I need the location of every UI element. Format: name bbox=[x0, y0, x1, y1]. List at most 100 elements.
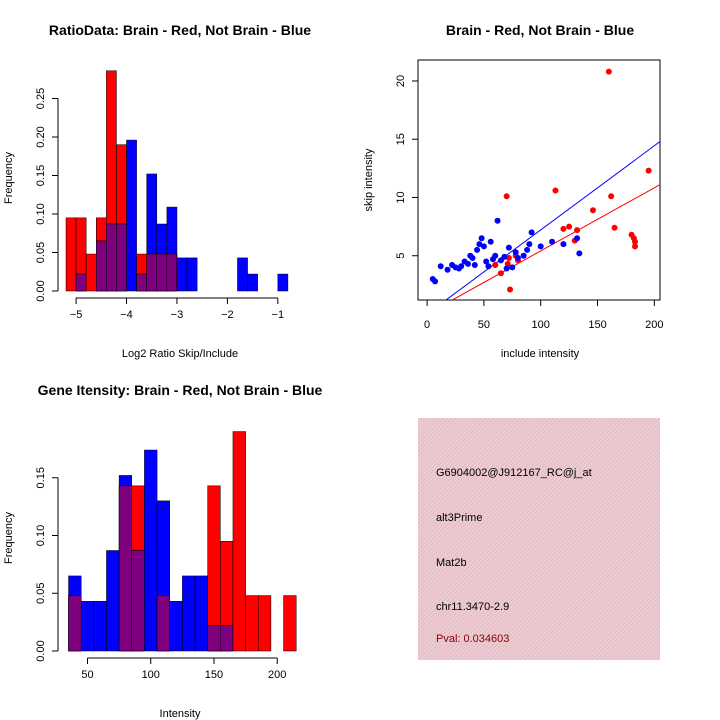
ratio-y-tick-label: 0.20 bbox=[35, 126, 47, 147]
gene-bar-not-brain bbox=[106, 550, 120, 652]
gene-bar-not-brain bbox=[144, 449, 158, 652]
scatter-point-not-brain bbox=[501, 253, 508, 260]
scatter-point-brain bbox=[611, 224, 618, 231]
gene-x-tick-label: 50 bbox=[81, 669, 93, 681]
gene-bar-overlap bbox=[131, 550, 145, 652]
scatter-point-not-brain bbox=[476, 241, 483, 248]
ratio-histogram: RatioData: Brain - Red, Not Brain - Blue… bbox=[3, 22, 311, 360]
scatter-point-not-brain bbox=[494, 217, 501, 224]
gene-bar-not-brain bbox=[93, 601, 107, 652]
gene-intensity-histogram: Gene Itensity: Brain - Red, Not Brain - … bbox=[3, 382, 323, 720]
ratio-histogram-title: RatioData: Brain - Red, Not Brain - Blue bbox=[49, 22, 311, 38]
gene-y-tick-label: 0.15 bbox=[35, 467, 47, 488]
gene-histogram-xlabel: Intensity bbox=[160, 708, 201, 720]
intensity-scatter: Brain - Red, Not Brain - Blue include in… bbox=[363, 22, 663, 360]
ratio-bar-overlap bbox=[146, 253, 158, 292]
scatter-point-not-brain bbox=[480, 243, 487, 250]
ratio-x-tick-label: −3 bbox=[171, 309, 184, 321]
event-type-text: alt3Prime bbox=[436, 512, 482, 524]
ratio-bar-overlap bbox=[96, 240, 107, 292]
scatter-point-not-brain bbox=[485, 263, 492, 270]
scatter-y-tick-label: 10 bbox=[395, 191, 407, 203]
probe-id-text: G6904002@J912167_RC@j_at bbox=[436, 467, 592, 479]
info-panel-background bbox=[418, 418, 660, 660]
scatter-point-not-brain bbox=[492, 252, 499, 259]
ratio-bar-not-brain bbox=[126, 139, 137, 292]
scatter-point-brain bbox=[507, 286, 514, 293]
ratio-x-tick-label: −5 bbox=[70, 309, 83, 321]
scatter-point-brain bbox=[632, 238, 639, 245]
ratio-bar-overlap bbox=[116, 223, 127, 292]
scatter-y-tick-label: 5 bbox=[395, 253, 407, 259]
scatter-point-not-brain bbox=[474, 246, 481, 253]
scatter-point-brain bbox=[566, 223, 573, 230]
scatter-point-not-brain bbox=[444, 266, 451, 273]
gene-x-tick-label: 100 bbox=[142, 669, 160, 681]
scatter-point-not-brain bbox=[469, 255, 476, 262]
ratio-y-tick-label: 0.15 bbox=[35, 165, 47, 186]
gene-bar-overlap bbox=[68, 595, 82, 652]
ratio-y-tick-label: 0.00 bbox=[35, 280, 47, 301]
ratio-bar-overlap bbox=[75, 273, 87, 292]
ratio-bar-overlap bbox=[136, 273, 147, 292]
scatter-point-not-brain bbox=[520, 252, 527, 259]
scatter-x-tick-label: 100 bbox=[532, 319, 550, 331]
scatter-point-not-brain bbox=[514, 255, 521, 262]
ratio-y-tick-label: 0.05 bbox=[35, 242, 47, 263]
scatter-point-not-brain bbox=[576, 250, 583, 257]
scatter-point-brain bbox=[497, 270, 504, 277]
ratio-bar-not-brain bbox=[237, 257, 248, 292]
gene-y-tick-label: 0.10 bbox=[35, 525, 47, 546]
fit-line-red bbox=[451, 184, 660, 300]
ratio-bar-overlap bbox=[156, 253, 168, 292]
scatter-point-not-brain bbox=[524, 246, 531, 253]
scatter-point-not-brain bbox=[478, 235, 485, 242]
gene-x-tick-label: 150 bbox=[205, 669, 223, 681]
scatter-xlabel: include intensity bbox=[501, 348, 580, 360]
gene-bar-overlap bbox=[156, 595, 170, 652]
scatter-point-brain bbox=[608, 193, 615, 200]
gene-bar-overlap bbox=[220, 625, 234, 652]
scatter-point-brain bbox=[645, 167, 652, 174]
scatter-point-not-brain bbox=[526, 241, 533, 248]
ratio-bar-not-brain bbox=[176, 257, 188, 292]
gene-y-tick-label: 0.05 bbox=[35, 583, 47, 604]
gene-bar-brain bbox=[258, 595, 272, 652]
scatter-point-not-brain bbox=[528, 229, 535, 236]
gene-histogram-ylabel: Frequency bbox=[3, 512, 15, 564]
gene-bar-not-brain bbox=[80, 601, 95, 652]
scatter-point-brain bbox=[605, 68, 612, 75]
ratio-bar-brain bbox=[65, 217, 77, 292]
ratio-bar-overlap bbox=[166, 253, 178, 292]
gene-bar-brain bbox=[283, 595, 297, 652]
location-text: chr11.3470-2.9 bbox=[436, 601, 509, 613]
scatter-point-not-brain bbox=[432, 278, 439, 285]
scatter-point-not-brain bbox=[574, 235, 581, 242]
scatter-point-not-brain bbox=[505, 244, 512, 251]
gene-bar-not-brain bbox=[182, 575, 196, 652]
scatter-point-not-brain bbox=[487, 238, 494, 245]
scatter-point-not-brain bbox=[483, 258, 490, 265]
gene-bar-brain bbox=[232, 431, 246, 652]
scatter-x-tick-label: 200 bbox=[645, 319, 663, 331]
pval-text: Pval: 0.034603 bbox=[436, 633, 509, 645]
scatter-point-brain bbox=[505, 255, 512, 262]
gene-y-tick-label: 0.00 bbox=[35, 640, 47, 661]
ratio-histogram-ylabel: Frequency bbox=[3, 152, 15, 204]
scatter-point-brain bbox=[574, 227, 581, 234]
gene-histogram-title: Gene Itensity: Brain - Red, Not Brain - … bbox=[38, 382, 323, 398]
ratio-x-tick-label: −2 bbox=[221, 309, 234, 321]
scatter-point-not-brain bbox=[560, 241, 567, 248]
scatter-point-not-brain bbox=[512, 249, 519, 256]
gene-bar-brain bbox=[245, 595, 259, 652]
scatter-point-brain bbox=[589, 207, 596, 214]
scatter-y-tick-label: 15 bbox=[395, 133, 407, 145]
ratio-y-tick-label: 0.10 bbox=[35, 203, 47, 224]
scatter-x-tick-label: 50 bbox=[478, 319, 490, 331]
scatter-point-not-brain bbox=[471, 262, 478, 269]
scatter-point-not-brain bbox=[537, 243, 544, 250]
ratio-bar-not-brain bbox=[277, 273, 289, 292]
scatter-point-brain bbox=[632, 243, 639, 250]
gene-bar-overlap bbox=[207, 625, 221, 652]
